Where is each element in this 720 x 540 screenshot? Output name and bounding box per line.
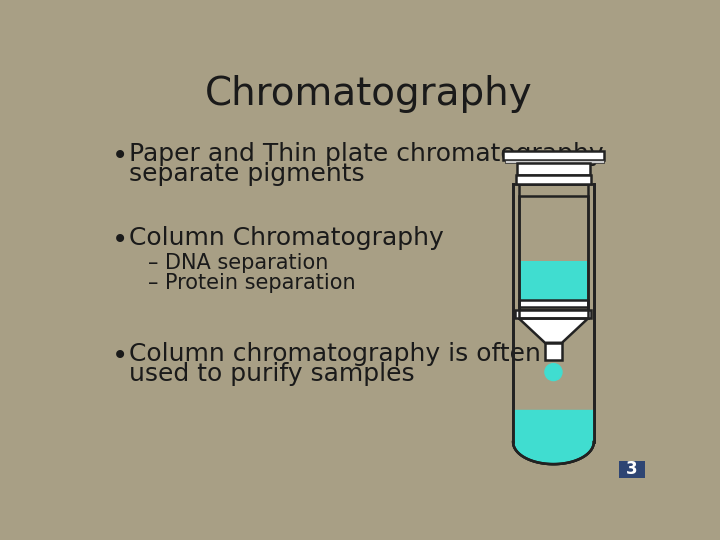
Text: Chromatography: Chromatography — [205, 75, 533, 113]
Text: – DNA separation: – DNA separation — [148, 253, 328, 273]
Bar — [516, 175, 590, 184]
Polygon shape — [548, 363, 559, 372]
Bar — [518, 184, 588, 318]
Bar — [518, 300, 588, 307]
Bar — [545, 343, 562, 360]
Text: 3: 3 — [626, 460, 637, 478]
Text: •: • — [112, 342, 128, 370]
Text: Column chromatography is often: Column chromatography is often — [129, 342, 541, 366]
Text: Paper and Thin plate chromatography: Paper and Thin plate chromatography — [129, 142, 603, 166]
Polygon shape — [514, 442, 593, 463]
Bar — [518, 310, 588, 318]
Polygon shape — [513, 184, 594, 464]
Bar — [520, 261, 587, 300]
Bar — [518, 195, 588, 318]
Polygon shape — [518, 318, 588, 343]
Bar — [503, 151, 604, 160]
Circle shape — [545, 363, 562, 381]
Bar — [516, 310, 591, 318]
Bar — [619, 461, 645, 477]
Text: •: • — [112, 226, 128, 254]
Text: used to purify samples: used to purify samples — [129, 362, 415, 386]
Polygon shape — [514, 410, 593, 442]
Bar — [505, 160, 604, 164]
Text: •: • — [112, 142, 128, 170]
Text: Column Chromatography: Column Chromatography — [129, 226, 444, 251]
Bar — [517, 164, 590, 175]
Text: – Protein separation: – Protein separation — [148, 273, 356, 293]
Text: separate pigments: separate pigments — [129, 162, 364, 186]
